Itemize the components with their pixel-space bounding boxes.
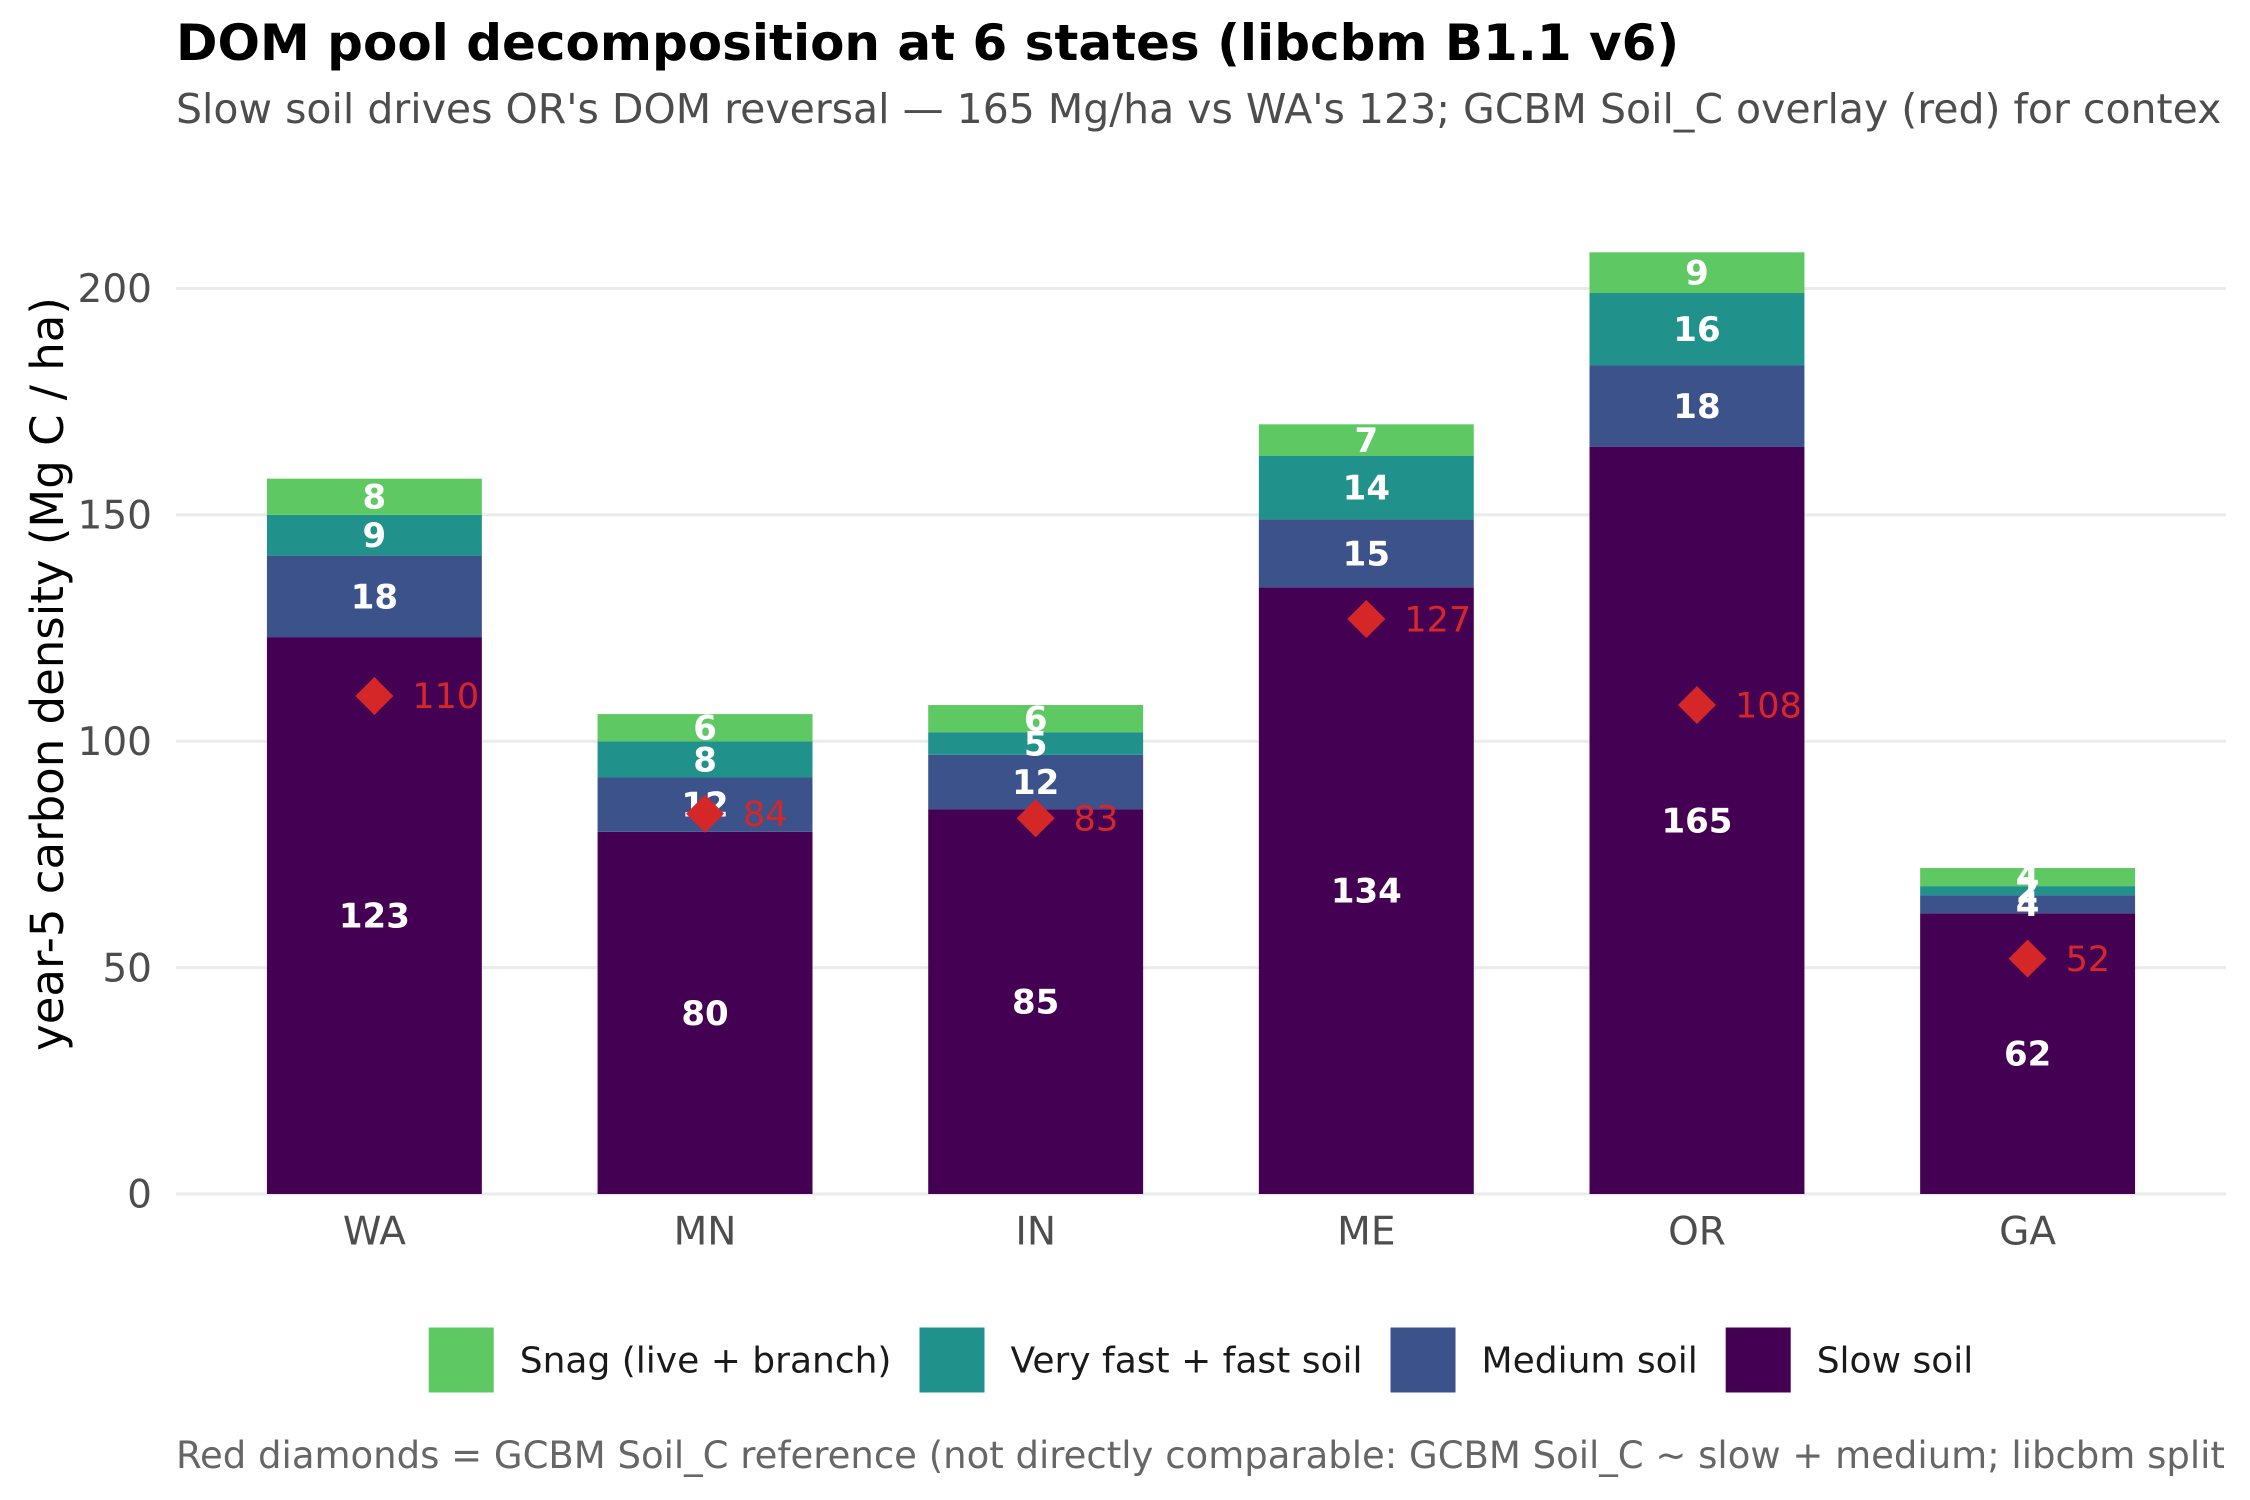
bar-segment-very-fast-fast-soil-wa xyxy=(266,514,482,556)
gcbm-soil-c-label-mn: 84 xyxy=(743,795,788,835)
y-tick-label: 200 xyxy=(78,267,152,312)
legend-key-very-fast-fast-soil xyxy=(919,1327,985,1393)
legend: Snag (live + branch) Very fast + fast soi… xyxy=(428,1327,1974,1393)
y-tick-label: 150 xyxy=(78,494,152,539)
x-tick-label: IN xyxy=(1015,1210,1056,1255)
bar-segment-medium-soil-me xyxy=(1258,519,1474,588)
bar-label-very-fast-fast-soil-in: 5 xyxy=(1024,724,1048,764)
gcbm-soil-c-label-or: 108 xyxy=(1735,686,1802,726)
bar-label-medium-soil-wa: 18 xyxy=(351,577,398,617)
gcbm-soil-c-diamond-wa xyxy=(355,676,394,715)
bar-label-slow-soil-or: 165 xyxy=(1661,801,1732,841)
bar-label-slow-soil-me: 134 xyxy=(1331,872,1402,912)
gcbm-soil-c-diamond-mn xyxy=(686,794,725,833)
legend-key-medium-soil xyxy=(1390,1327,1456,1393)
gcbm-soil-c-label-in: 83 xyxy=(1074,799,1119,839)
bar-segment-slow-soil-me xyxy=(1258,587,1474,1194)
bar-label-snag-live-branch-wa: 8 xyxy=(363,478,387,518)
legend-item-snag-live-branch: Snag (live + branch) xyxy=(428,1327,892,1393)
bar-label-medium-soil-me: 15 xyxy=(1343,534,1390,574)
bar-segment-very-fast-fast-soil-or xyxy=(1589,293,1805,366)
legend-key-slow-soil xyxy=(1725,1327,1791,1393)
legend-label-slow-soil: Slow soil xyxy=(1817,1341,1974,1382)
gcbm-soil-c-label-ga: 52 xyxy=(2066,940,2111,980)
gcbm-soil-c-label-me: 127 xyxy=(1404,600,1471,640)
y-tick-label: 50 xyxy=(102,946,152,991)
chart-subtitle: Slow soil drives OR's DOM reversal — 165… xyxy=(176,85,2221,133)
bar-label-slow-soil-wa: 123 xyxy=(339,896,410,936)
bar-label-very-fast-fast-soil-wa: 9 xyxy=(363,516,387,556)
gcbm-soil-c-diamond-me xyxy=(1347,600,1386,639)
x-tick-label: WA xyxy=(343,1210,406,1255)
bar-label-very-fast-fast-soil-ga: 2 xyxy=(2016,872,2040,912)
gridlines xyxy=(176,286,2226,1196)
chart-caption: Red diamonds = GCBM Soil_C reference (no… xyxy=(176,1434,2225,1477)
bar-segment-snag-live-branch-or xyxy=(1589,252,1805,294)
x-tick-label: OR xyxy=(1668,1210,1726,1255)
x-tick-label: ME xyxy=(1337,1210,1395,1255)
bar-label-very-fast-fast-soil-me: 14 xyxy=(1343,469,1390,509)
legend-item-very-fast-fast-soil: Very fast + fast soil xyxy=(919,1327,1363,1393)
bar-label-slow-soil-mn: 80 xyxy=(681,994,728,1034)
bar-label-slow-soil-ga: 62 xyxy=(2004,1035,2051,1075)
bar-segment-very-fast-fast-soil-in xyxy=(928,732,1144,755)
bar-segment-medium-soil-ga xyxy=(1920,895,2136,914)
bar-label-medium-soil-or: 18 xyxy=(1673,387,1720,427)
bar-segment-slow-soil-or xyxy=(1589,446,1805,1194)
gcbm-soil-c-label-wa: 110 xyxy=(412,677,479,717)
legend-label-snag-live-branch: Snag (live + branch) xyxy=(520,1341,892,1382)
bar-segment-slow-soil-in xyxy=(928,809,1144,1194)
bar-label-very-fast-fast-soil-mn: 8 xyxy=(693,740,717,780)
bar-label-snag-live-branch-me: 7 xyxy=(1354,421,1378,461)
stacked-bars xyxy=(266,252,2136,1194)
x-axis-tick-labels: WA MN IN ME OR GA xyxy=(343,1210,2057,1255)
gcbm-soil-c-diamond-in xyxy=(1016,799,1055,838)
x-tick-label: MN xyxy=(674,1210,737,1255)
bar-segment-snag-live-branch-in xyxy=(928,705,1144,733)
y-tick-label: 100 xyxy=(78,720,152,765)
x-tick-label: GA xyxy=(1999,1210,2056,1255)
bar-label-snag-live-branch-in: 6 xyxy=(1024,700,1048,740)
y-axis-tick-labels: 0 50 100 150 200 xyxy=(78,267,152,1218)
gcbm-soil-c-diamond-or xyxy=(1677,686,1716,725)
gcbm-soil-c-diamond-ga xyxy=(2008,939,2047,978)
bar-segment-very-fast-fast-soil-me xyxy=(1258,456,1474,520)
bar-segment-very-fast-fast-soil-mn xyxy=(597,741,813,778)
bar-label-snag-live-branch-mn: 6 xyxy=(693,709,717,749)
bar-segment-snag-live-branch-mn xyxy=(597,714,813,742)
y-axis-title: year-5 carbon density (Mg C / ha) xyxy=(21,297,74,1051)
bar-label-slow-soil-in: 85 xyxy=(1012,982,1059,1022)
bar-label-snag-live-branch-ga: 4 xyxy=(2016,858,2040,898)
legend-label-very-fast-fast-soil: Very fast + fast soil xyxy=(1010,1341,1362,1382)
bar-label-medium-soil-in: 12 xyxy=(1012,763,1059,803)
legend-key-snag-live-branch xyxy=(428,1327,494,1393)
legend-label-medium-soil: Medium soil xyxy=(1482,1341,1698,1382)
bar-segment-snag-live-branch-ga xyxy=(1920,868,2136,887)
bar-segment-snag-live-branch-me xyxy=(1258,424,1474,457)
bar-label-snag-live-branch-or: 9 xyxy=(1685,254,1709,294)
legend-item-medium-soil: Medium soil xyxy=(1390,1327,1698,1393)
chart-title: DOM pool decomposition at 6 states (libc… xyxy=(176,14,1679,72)
y-tick-label: 0 xyxy=(127,1173,152,1218)
bar-segment-very-fast-fast-soil-ga xyxy=(1920,886,2136,896)
bar-value-labels: 1231898801286851256134151471651816962424 xyxy=(339,254,2051,1075)
bar-segment-slow-soil-mn xyxy=(597,831,813,1194)
bar-segment-snag-live-branch-wa xyxy=(266,478,482,515)
bar-segment-slow-soil-wa xyxy=(266,637,482,1194)
bar-segment-medium-soil-wa xyxy=(266,555,482,638)
legend-item-slow-soil: Slow soil xyxy=(1725,1327,1974,1393)
bar-segment-medium-soil-or xyxy=(1589,365,1805,447)
bar-label-medium-soil-ga: 4 xyxy=(2016,885,2040,925)
bar-label-very-fast-fast-soil-or: 16 xyxy=(1673,310,1720,350)
